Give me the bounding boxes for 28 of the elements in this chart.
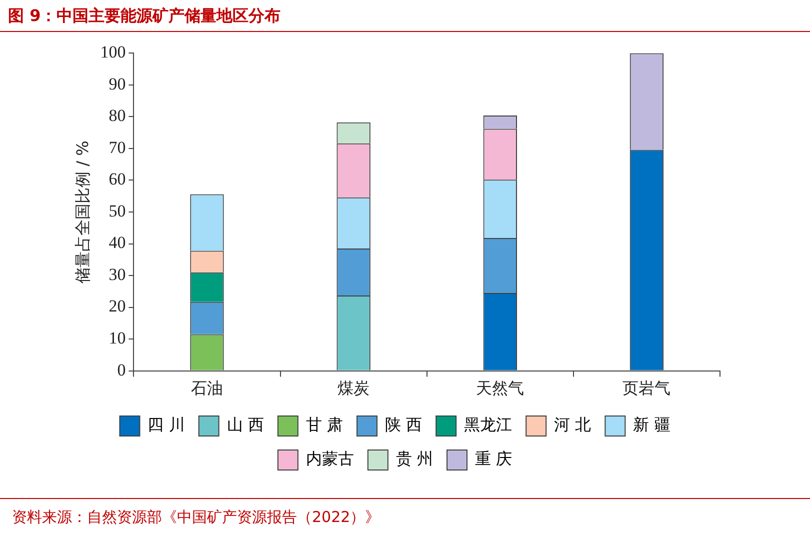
x-tick-label: 煤炭 <box>338 378 370 398</box>
x-tick-label: 石油 <box>190 378 223 398</box>
legend-label: 贵 州 <box>396 449 434 468</box>
y-tick-label: 90 <box>108 74 126 94</box>
x-tick-label: 天然气 <box>476 378 524 398</box>
y-tick-label: 30 <box>108 264 126 284</box>
y-tick-label: 40 <box>108 233 126 252</box>
legend-label: 重 庆 <box>475 449 512 468</box>
y-tick-label: 60 <box>108 170 126 189</box>
legend-label: 内蒙古 <box>306 449 354 468</box>
legend-label: 山 西 <box>226 415 264 434</box>
legend-label: 河 北 <box>554 415 592 434</box>
y-tick-label: 20 <box>108 296 126 316</box>
y-tick-label: 70 <box>108 138 126 157</box>
legend-label: 黑龙江 <box>464 415 512 434</box>
x-tick-label: 页岩气 <box>622 378 671 398</box>
legend-label: 陕 西 <box>385 415 422 434</box>
legend-label: 四 川 <box>148 415 185 434</box>
legend-label: 新 疆 <box>633 415 670 434</box>
y-tick-label: 0 <box>117 360 126 380</box>
text: 资料来源：自然资源部《中国矿产资源报告（2022）》 <box>12 508 380 527</box>
chart-title: 图 9：中国主要能源矿产储量地区分布 <box>8 6 281 27</box>
y-tick-label: 80 <box>108 106 126 126</box>
y-axis-title: 储量占全国比例 / % <box>72 140 92 284</box>
y-tick-label: 100 <box>100 42 126 62</box>
legend-label: 甘 肃 <box>306 415 344 434</box>
y-tick-label: 50 <box>108 201 126 220</box>
y-tick-label: 10 <box>108 328 126 348</box>
